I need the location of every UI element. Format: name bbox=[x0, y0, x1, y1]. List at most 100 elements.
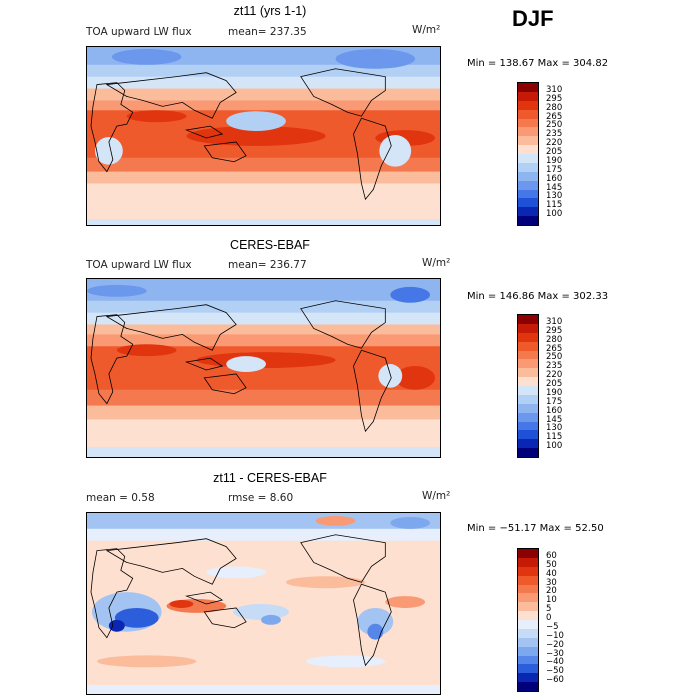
panel-3-map bbox=[86, 512, 441, 695]
colorbar-level-label: 205 bbox=[546, 379, 563, 389]
colorbar-swatch bbox=[518, 198, 538, 208]
panel-2-title: CERES-EBAF bbox=[230, 238, 310, 252]
colorbar-swatch bbox=[518, 323, 538, 333]
panel-2-colorbar bbox=[517, 314, 539, 458]
colorbar-swatch bbox=[518, 341, 538, 351]
colorbar-level-label: 265 bbox=[546, 111, 563, 122]
colorbar-swatch bbox=[518, 145, 538, 154]
colorbar-swatch bbox=[518, 394, 538, 404]
colorbar-level-label: 220 bbox=[546, 138, 563, 149]
colorbar-level-label: 190 bbox=[546, 155, 563, 166]
colorbar-level-label: 50 bbox=[546, 559, 557, 570]
colorbar-swatch bbox=[518, 646, 538, 656]
panel-2-units: W/m² bbox=[422, 257, 451, 269]
colorbar-level-label: 115 bbox=[546, 200, 563, 211]
colorbar-swatch bbox=[518, 611, 538, 620]
colorbar-level-label: 145 bbox=[546, 182, 563, 193]
colorbar-level-label: 10 bbox=[546, 595, 557, 606]
panel-3-map-svg bbox=[87, 513, 440, 694]
colorbar-swatch bbox=[518, 655, 538, 665]
colorbar-level-label: 145 bbox=[546, 414, 563, 425]
colorbar-level-label: 250 bbox=[546, 120, 563, 131]
colorbar-level-label: 40 bbox=[546, 568, 557, 579]
panel-3-units: W/m² bbox=[422, 490, 451, 502]
colorbar-level-label: 295 bbox=[546, 93, 563, 104]
colorbar-swatch bbox=[518, 386, 538, 395]
colorbar-level-label: −5 bbox=[546, 621, 559, 632]
colorbar-level-label: 280 bbox=[546, 334, 563, 345]
colorbar-swatch bbox=[518, 637, 538, 647]
panel-1-colorbar bbox=[517, 82, 539, 226]
colorbar-swatch bbox=[518, 359, 538, 369]
panel-2-minmax: Min = 146.86 Max = 302.33 bbox=[467, 291, 609, 302]
colorbar-swatch bbox=[518, 628, 538, 638]
panel-2-map bbox=[86, 278, 441, 458]
colorbar-swatch bbox=[518, 412, 538, 422]
colorbar-level-label: −30 bbox=[546, 648, 564, 659]
colorbar-level-label: 265 bbox=[546, 343, 563, 354]
colorbar-level-label: 190 bbox=[546, 387, 563, 398]
colorbar-swatch bbox=[518, 584, 538, 594]
panel-1-minmax: Min = 138.67 Max = 304.82 bbox=[467, 58, 609, 69]
panel-3-rmse: rmse = 8.60 bbox=[228, 492, 294, 504]
colorbar-swatch bbox=[518, 136, 538, 146]
colorbar-level-label: −40 bbox=[546, 657, 564, 668]
colorbar-swatch bbox=[518, 350, 538, 360]
colorbar-swatch bbox=[518, 109, 538, 119]
colorbar-swatch bbox=[518, 180, 538, 190]
colorbar-level-label: 280 bbox=[546, 102, 563, 113]
colorbar-swatch bbox=[518, 682, 538, 691]
colorbar-level-label: 235 bbox=[546, 129, 563, 140]
colorbar-swatch bbox=[518, 377, 538, 386]
colorbar-swatch bbox=[518, 673, 538, 683]
colorbar-swatch bbox=[518, 549, 538, 558]
colorbar-level-label: 175 bbox=[546, 396, 563, 407]
colorbar-level-label: 115 bbox=[546, 432, 563, 443]
season-label: DJF bbox=[512, 6, 554, 31]
colorbar-level-label: 250 bbox=[546, 352, 563, 363]
colorbar-level-label: 60 bbox=[546, 550, 557, 561]
colorbar-swatch bbox=[518, 216, 538, 225]
colorbar-level-label: 130 bbox=[546, 191, 563, 202]
panel-3-title: zt11 - CERES-EBAF bbox=[213, 471, 327, 485]
colorbar-level-label: 205 bbox=[546, 147, 563, 157]
colorbar-swatch bbox=[518, 332, 538, 342]
panel-1-title: zt11 (yrs 1-1) bbox=[233, 4, 307, 18]
colorbar-level-label: 30 bbox=[546, 577, 557, 588]
colorbar-swatch bbox=[518, 315, 538, 324]
colorbar-level-label: 175 bbox=[546, 164, 563, 175]
colorbar-swatch bbox=[518, 368, 538, 378]
colorbar-swatch bbox=[518, 189, 538, 199]
panel-2-map-svg bbox=[87, 279, 440, 457]
colorbar-swatch bbox=[518, 593, 538, 603]
colorbar-swatch bbox=[518, 154, 538, 163]
panel-2-mean: mean= 236.77 bbox=[228, 259, 307, 271]
colorbar-swatch bbox=[518, 83, 538, 92]
panel-1-mean: mean= 237.35 bbox=[228, 26, 307, 38]
colorbar-swatch bbox=[518, 162, 538, 172]
colorbar-level-label: 310 bbox=[546, 84, 563, 95]
colorbar-swatch bbox=[518, 421, 538, 431]
colorbar-level-label: 160 bbox=[546, 405, 563, 416]
colorbar-level-label: 20 bbox=[546, 586, 557, 597]
panel-3-mean: mean = 0.58 bbox=[86, 492, 155, 504]
colorbar-level-label: 100 bbox=[546, 209, 563, 220]
colorbar-swatch bbox=[518, 207, 538, 217]
panel-1-units: W/m² bbox=[412, 24, 441, 36]
panel-3-minmax: Min = −51.17 Max = 52.50 bbox=[467, 523, 604, 534]
colorbar-level-label: −50 bbox=[546, 666, 564, 677]
colorbar-level-label: −60 bbox=[546, 675, 564, 686]
colorbar-level-label: 295 bbox=[546, 325, 563, 336]
colorbar-swatch bbox=[518, 620, 538, 629]
colorbar-level-label: 235 bbox=[546, 361, 563, 372]
colorbar-level-label: 0 bbox=[546, 613, 552, 623]
colorbar-swatch bbox=[518, 91, 538, 101]
panel-1-map bbox=[86, 46, 441, 226]
colorbar-swatch bbox=[518, 100, 538, 110]
colorbar-level-label: −20 bbox=[546, 639, 564, 650]
panel-2-field: TOA upward LW flux bbox=[86, 259, 192, 271]
colorbar-swatch bbox=[518, 602, 538, 612]
colorbar-swatch bbox=[518, 448, 538, 457]
panel-1-field: TOA upward LW flux bbox=[86, 26, 192, 38]
panel-1-map-svg bbox=[87, 47, 440, 225]
